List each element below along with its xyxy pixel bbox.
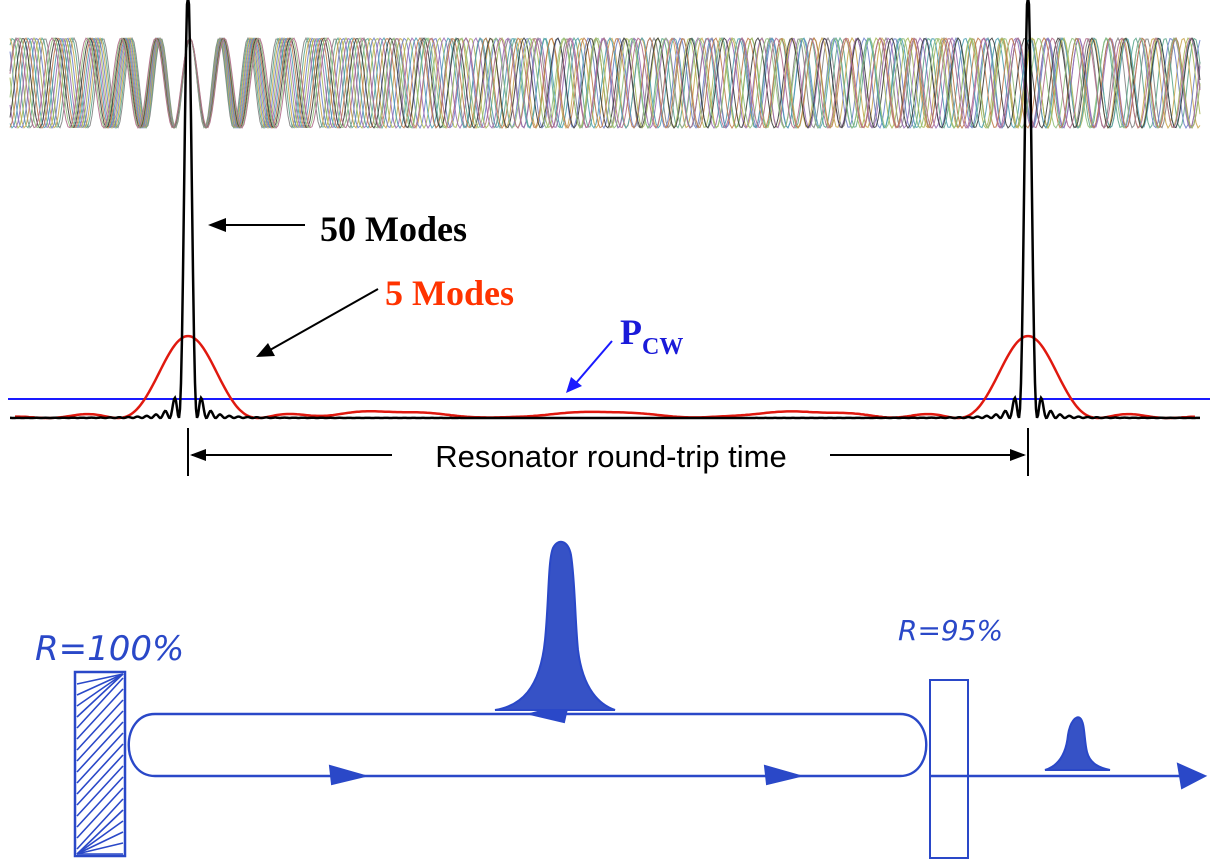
output-pulse <box>1044 716 1111 771</box>
mode-wave <box>9 37 1201 129</box>
left-mirror <box>73 670 127 858</box>
fifty-modes-label: 50 Modes <box>320 209 467 249</box>
resonator-sketch <box>73 540 1208 859</box>
mirror-hatch <box>76 688 124 740</box>
mirror-hatch <box>76 754 124 806</box>
five-modes-pulse-curve <box>15 334 1196 420</box>
mirror-hatch <box>76 831 124 855</box>
mirror-hatch <box>76 776 124 828</box>
mirror-hatch <box>76 673 124 696</box>
round-trip-label: Resonator round-trip time <box>435 439 787 474</box>
beam-path <box>127 712 928 778</box>
mirror-hatch <box>76 743 124 795</box>
mirror-hatch <box>76 673 124 707</box>
five-modes-arrow <box>256 288 379 357</box>
mirror-hatch <box>76 677 124 729</box>
five-modes-label: 5 Modes <box>385 273 514 313</box>
left-mirror-reflectivity: R=100% <box>35 629 184 669</box>
fifty-modes-pulse-curve <box>10 0 1200 420</box>
right-mirror-reflectivity: R=95% <box>898 614 1003 647</box>
pcw-arrow <box>566 340 613 393</box>
mirror-hatch <box>76 787 124 839</box>
mirror-hatch <box>76 765 124 817</box>
mirror-hatch <box>76 798 124 850</box>
mirror-hatch <box>76 710 124 762</box>
beam-arrow-right-1 <box>328 764 369 786</box>
right-mirror <box>929 679 969 859</box>
mirror-hatch <box>76 699 124 751</box>
output-arrow <box>1176 762 1208 790</box>
mirror-hatch <box>76 732 124 784</box>
intracavity-pulse <box>494 540 616 711</box>
fifty-modes-arrow <box>208 218 305 232</box>
mirror-hatch <box>76 809 124 855</box>
beam-arrow-right-2 <box>763 764 804 786</box>
mirror-hatch <box>76 842 124 855</box>
mirror-hatch <box>76 673 124 685</box>
mirror-hatch <box>76 673 124 718</box>
round-trip-dimension <box>187 428 1029 476</box>
mirror-hatch <box>76 820 124 855</box>
mirror-hatch <box>76 721 124 773</box>
pcw-label-subscript: CW <box>642 334 683 360</box>
pcw-label-main: P <box>620 312 642 352</box>
pcw-label: PCW <box>620 312 683 360</box>
superposed-mode-waves <box>9 36 1201 130</box>
